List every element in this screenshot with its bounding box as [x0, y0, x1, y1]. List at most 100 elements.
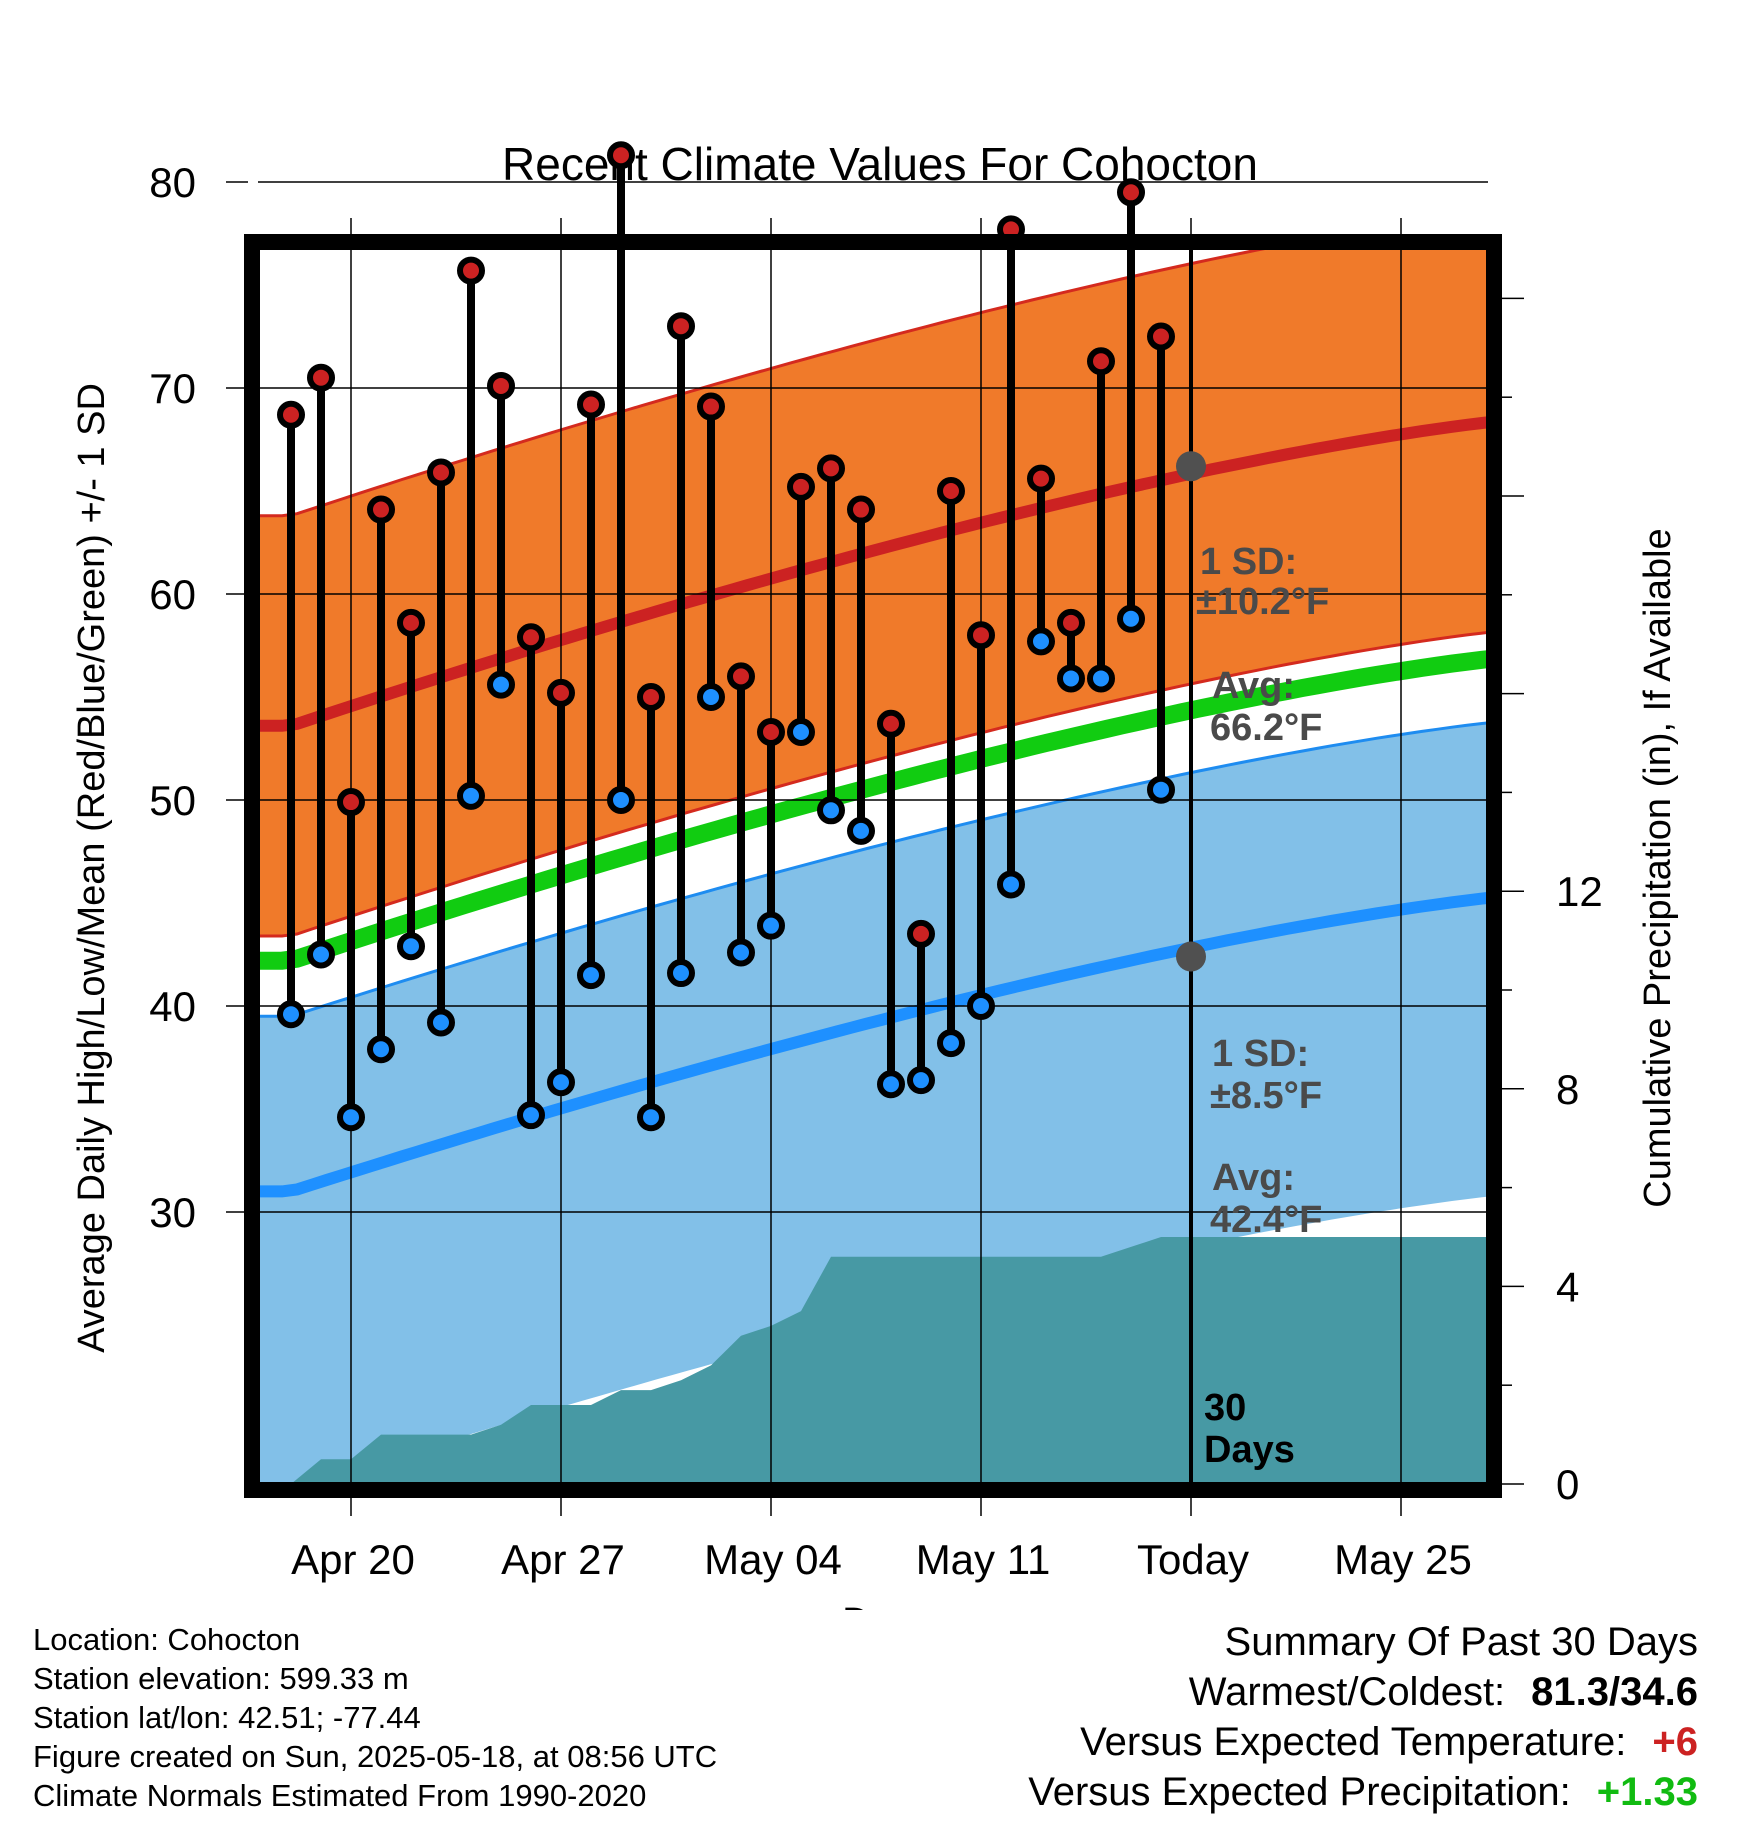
y2-tick-label: 0 — [1556, 1461, 1579, 1508]
low-normal-line — [258, 891, 1488, 1198]
y2-tick-label: 8 — [1556, 1066, 1579, 1113]
high-temp-point — [577, 390, 605, 419]
precip-value: +1.33 — [1596, 1770, 1698, 1814]
low-temp-point — [577, 961, 605, 990]
high-temp-point — [427, 458, 455, 487]
plot-area — [244, 141, 1502, 1498]
high-temp-point — [517, 623, 545, 652]
high-sd-band — [258, 248, 1488, 936]
high-sd-label: 1 SD: — [1200, 541, 1297, 583]
low-temp-point — [1147, 775, 1175, 804]
high-temp-point — [1057, 608, 1085, 637]
low-temp-point — [277, 1000, 305, 1029]
low-temp-point — [427, 1008, 455, 1037]
low-temp-point — [967, 992, 995, 1020]
high-sd-lower-edge — [258, 630, 1488, 938]
y-tick-label: 80 — [149, 159, 196, 206]
x-tick-label: Apr 27 — [501, 1536, 625, 1583]
y2-tick-label: 12 — [1556, 868, 1603, 915]
low-temp-point — [937, 1029, 965, 1058]
days-label-word: Days — [1204, 1429, 1295, 1471]
y-tick-label: 70 — [149, 365, 196, 412]
low-temp-point — [817, 796, 845, 825]
normals-period: Climate Normals Estimated From 1990-2020 — [33, 1778, 647, 1813]
y-tick-label: 30 — [149, 1189, 196, 1236]
precip-label: Versus Expected Precipitation: — [1028, 1770, 1571, 1814]
high-temp-point — [637, 683, 665, 711]
low-temp-point — [1087, 664, 1115, 693]
station-elevation: Station elevation: 599.33 m — [33, 1661, 409, 1696]
low-sd-upper-edge — [258, 721, 1488, 1018]
high-temp-point — [547, 678, 575, 707]
high-temp-point — [457, 256, 485, 285]
low-sd-value: ±8.5°F — [1210, 1075, 1322, 1117]
low-avg-marker — [1176, 941, 1206, 972]
x-tick-label: May 04 — [704, 1536, 842, 1583]
high-temp-point — [1087, 347, 1115, 376]
y2-axis-label: Cumulative Precipitation (in), If Availa… — [1637, 528, 1679, 1207]
summary-warm-cold: Warmest/Coldest: 81.3/34.6 — [1028, 1667, 1698, 1717]
low-temp-point — [517, 1101, 545, 1130]
high-temp-point — [877, 709, 905, 738]
high-avg-value: 66.2°F — [1210, 707, 1322, 749]
high-temp-point — [397, 608, 425, 637]
x-tick-label: Today — [1137, 1536, 1249, 1583]
high-temp-point — [487, 371, 515, 400]
x-tick-label: May 25 — [1334, 1536, 1472, 1583]
high-temp-point — [907, 919, 935, 948]
x-axis-label: Day — [842, 1601, 910, 1610]
high-avg-marker — [1176, 451, 1206, 482]
y-tick-label: 60 — [149, 571, 196, 618]
low-temp-point — [367, 1035, 395, 1064]
temp-label: Versus Expected Temperature: — [1080, 1720, 1627, 1764]
low-temp-point — [637, 1103, 665, 1132]
low-temp-point — [1057, 664, 1085, 693]
precipitation-area — [258, 1237, 1488, 1484]
figure-created: Figure created on Sun, 2025-05-18, at 08… — [33, 1739, 718, 1774]
plot-frame — [244, 234, 1502, 1498]
low-temp-point — [727, 938, 755, 967]
station-location: Location: Cohocton — [33, 1622, 301, 1657]
high-temp-point — [1117, 178, 1145, 207]
low-temp-point — [1117, 604, 1145, 633]
low-avg-value: 42.4°F — [1210, 1199, 1322, 1241]
low-temp-point — [457, 781, 485, 810]
normal-annotations: 1 SD: ±10.2°F Avg: 66.2°F 1 SD: ±8.5°F A… — [1196, 541, 1329, 1471]
high-temp-point — [817, 454, 845, 483]
station-latlon: Station lat/lon: 42.51; -77.44 — [33, 1700, 421, 1735]
warm-cold-value: 81.3/34.6 — [1531, 1670, 1698, 1714]
y-axis-label: Average Daily High/Low/Mean (Red/Blue/Gr… — [71, 383, 113, 1353]
high-temp-point — [307, 363, 335, 392]
mean-normal-line — [258, 650, 1488, 970]
high-temp-point — [757, 718, 785, 747]
temp-value: +6 — [1652, 1720, 1698, 1764]
summary-precip: Versus Expected Precipitation: +1.33 — [1028, 1767, 1698, 1817]
low-temp-point — [667, 959, 695, 988]
low-sd-band — [258, 722, 1488, 1484]
low-temp-point — [337, 1103, 365, 1132]
high-sd-value: ±10.2°F — [1196, 581, 1329, 623]
low-temp-point — [307, 940, 335, 969]
summary-title: Summary Of Past 30 Days — [1224, 1620, 1698, 1664]
low-avg-label: Avg: — [1212, 1157, 1295, 1199]
high-avg-label: Avg: — [1212, 665, 1295, 707]
days-label-number: 30 — [1204, 1387, 1246, 1429]
summary-temp: Versus Expected Temperature: +6 — [1028, 1717, 1698, 1767]
high-temp-point — [697, 392, 725, 421]
low-sd-label: 1 SD: — [1212, 1033, 1309, 1075]
low-temp-point — [877, 1070, 905, 1099]
low-temp-point — [787, 718, 815, 747]
x-tick-label: Apr 20 — [291, 1536, 415, 1583]
high-temp-point — [847, 495, 875, 524]
high-temp-point — [787, 472, 815, 501]
high-temp-point — [1027, 464, 1055, 493]
low-temp-point — [547, 1068, 575, 1097]
y-tick-label: 50 — [149, 777, 196, 824]
station-info: Location: Cohocton Station elevation: 59… — [33, 1620, 717, 1815]
low-temp-point — [847, 816, 875, 845]
climate-chart: Recent Climate Values For Cohocton 30405… — [71, 138, 1679, 1610]
high-temp-point — [337, 788, 365, 817]
high-temp-point — [277, 400, 305, 429]
high-temp-point — [667, 312, 695, 341]
low-temp-point — [907, 1066, 935, 1095]
